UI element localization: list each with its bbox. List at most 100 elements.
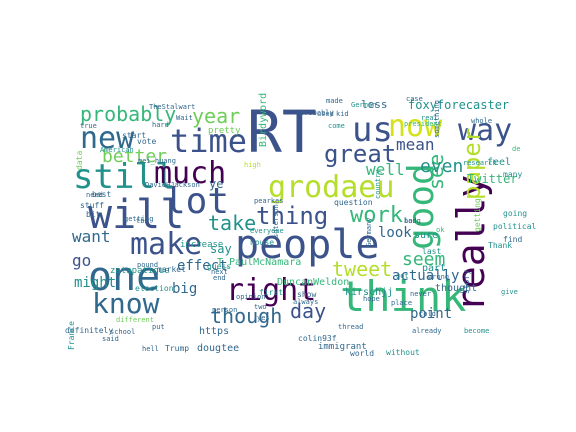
cloud-word: actually <box>392 268 459 284</box>
cloud-word: though <box>210 304 282 328</box>
cloud-word: new <box>80 121 135 156</box>
cloud-word: better <box>102 146 167 167</box>
cloud-word: without <box>386 348 420 357</box>
cloud-word: zatapatique <box>110 266 170 276</box>
cloud-word: opinion <box>236 293 266 301</box>
cloud-word: thought <box>435 283 477 294</box>
cloud-word: case <box>406 95 423 103</box>
cloud-word: look <box>378 225 412 241</box>
cloud-word: first <box>259 288 283 297</box>
cloud-word: right <box>226 273 316 308</box>
cloud-word: people <box>235 222 380 268</box>
cloud-word: end <box>213 274 226 282</box>
cloud-word: person <box>212 306 237 314</box>
cloud-word: country <box>374 169 382 199</box>
cloud-word: wrong <box>428 273 449 281</box>
cloud-word: many <box>503 170 522 179</box>
cloud-word: mei_huang <box>138 157 176 165</box>
cloud-word: long <box>404 217 421 225</box>
cloud-word: dougtee <box>197 343 239 354</box>
cloud-word: kid <box>336 110 349 118</box>
cloud-word: real <box>421 114 438 122</box>
cloud-word: less <box>361 98 388 111</box>
cloud-word: good <box>401 163 442 250</box>
cloud-word: made <box>326 97 343 105</box>
cloud-word: research <box>463 159 497 167</box>
cloud-word: point <box>410 306 452 322</box>
cloud-word: question <box>334 198 373 207</box>
cloud-word: guess <box>207 262 231 271</box>
cloud-word: ok <box>436 226 445 234</box>
cloud-word: stuff <box>80 201 104 210</box>
cloud-word: might <box>74 275 116 291</box>
cloud-word: big <box>172 281 197 297</box>
cloud-word: probably <box>300 109 334 117</box>
cloud-word: seem <box>402 249 445 270</box>
cloud-word: T_PaulMcNamara <box>217 257 301 268</box>
cloud-word: say <box>210 242 232 256</box>
cloud-word: hell <box>142 345 159 353</box>
cloud-word: effect <box>177 258 228 274</box>
cloud-word: president <box>404 120 442 128</box>
cloud-word: ye <box>209 177 223 191</box>
cloud-word: take <box>208 211 256 235</box>
cloud-word: DavidHJackson <box>145 181 200 189</box>
cloud-word: something <box>433 100 441 138</box>
cloud-word: used <box>317 110 334 118</box>
cloud-word: make <box>130 227 202 262</box>
cloud-word: us <box>352 110 393 150</box>
cloud-word: election <box>135 284 174 293</box>
cloud-word: data <box>75 151 84 170</box>
cloud-word: start <box>122 131 146 140</box>
cloud-word: going <box>503 209 527 218</box>
cloud-word: Wait <box>176 114 193 122</box>
cloud-word: want <box>72 227 111 246</box>
cloud-word: day <box>290 299 326 323</box>
cloud-word: colin93f <box>298 334 337 343</box>
cloud-word: need <box>86 191 103 199</box>
cloud-word: got <box>396 272 409 280</box>
cloud-word: give <box>501 288 518 296</box>
cloud-word: really <box>449 175 493 312</box>
cloud-word: work <box>350 203 403 228</box>
cloud-word: kirschjj <box>345 287 393 298</box>
cloud-word: tbh <box>136 217 149 225</box>
cloud-word: world <box>350 349 374 358</box>
cloud-word: pearkes <box>254 197 284 205</box>
cloud-word: vote <box>137 137 156 146</box>
cloud-word: find <box>503 235 522 244</box>
cloud-word: now <box>388 109 443 144</box>
cloud-word: story <box>462 270 471 294</box>
cloud-word: Thank <box>488 241 512 250</box>
cloud-word: think <box>340 272 466 321</box>
cloud-word: put <box>152 323 165 331</box>
cloud-word: time <box>170 122 247 160</box>
cloud-word: last <box>422 247 441 256</box>
cloud-word: part <box>422 263 446 274</box>
cloud-word: house <box>250 238 274 247</box>
cloud-word: Germany <box>365 217 373 247</box>
cloud-word: getting <box>473 198 482 232</box>
cloud-word: become <box>464 327 489 335</box>
cloud-word: DuncanWeldon <box>277 277 349 288</box>
cloud-word: still <box>73 157 175 197</box>
cloud-word: already <box>412 327 442 335</box>
cloud-word: immigrant <box>318 342 367 352</box>
cloud-word: tweet <box>332 257 392 281</box>
cloud-word: Twitter <box>467 172 518 186</box>
cloud-word: everyone <box>250 227 284 235</box>
cloud-word: increase <box>180 240 223 250</box>
cloud-word: place <box>391 299 412 307</box>
cloud-word: know <box>92 287 160 320</box>
cloud-word: thread <box>338 323 363 331</box>
cloud-word: https <box>199 326 229 337</box>
cloud-word: well <box>366 160 405 179</box>
cloud-word: RT <box>247 98 317 166</box>
cloud-word: different <box>116 316 154 324</box>
cloud-word: definitely <box>65 326 113 335</box>
cloud-word: true <box>80 122 97 130</box>
cloud-word: way <box>458 113 512 148</box>
cloud-word: American <box>100 146 134 154</box>
cloud-word: foxyforecaster <box>408 98 509 112</box>
